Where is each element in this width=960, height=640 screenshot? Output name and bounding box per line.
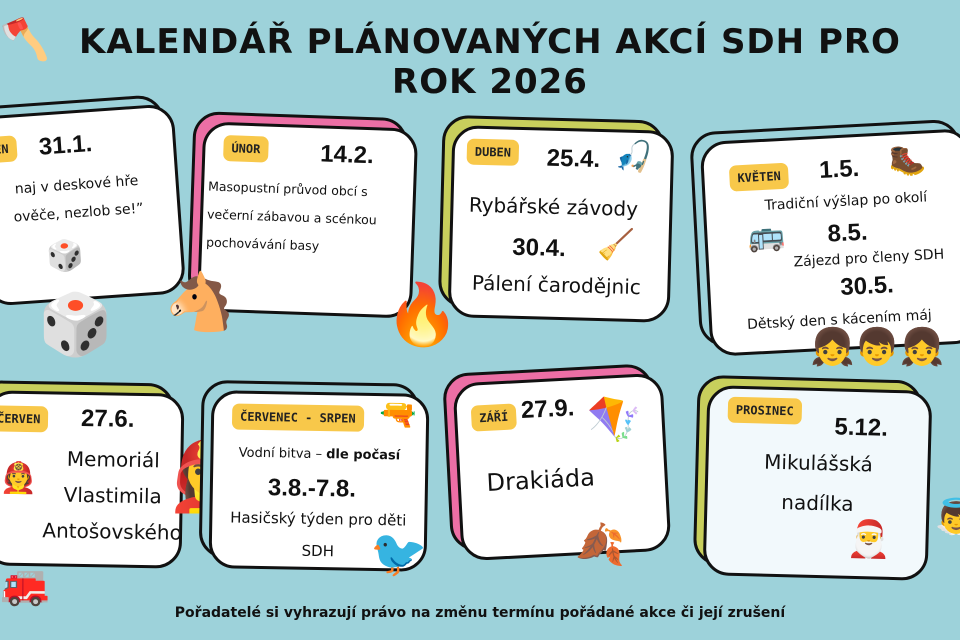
card-kveten: KVĚTEN 1.5. 🥾 Tradiční výšlap po okolí 🚌…: [689, 118, 960, 357]
event-note: dle počasí: [326, 447, 401, 464]
event-date: 5.12.: [834, 413, 889, 442]
event-text: nadílka: [781, 490, 854, 516]
witch-icon: 🧹: [597, 226, 636, 263]
event-date: 25.4.: [546, 144, 601, 173]
autumn-leaves-icon: 🍂: [575, 522, 625, 568]
footer-disclaimer: Pořadatelé si vyhrazují právo na změnu t…: [174, 605, 786, 621]
bus-icon: 🚌: [746, 217, 786, 255]
fisherman-icon: 🎣: [614, 139, 653, 176]
month-tag: PROSINEC: [727, 396, 803, 425]
kite-icon: 🪁: [586, 392, 644, 447]
hiking-icon: 🥾: [887, 142, 928, 180]
sdh-emblem-icon: 🪓: [0, 17, 50, 63]
event-date: 1.5.: [818, 154, 860, 184]
card-body: DEN 31.1. naj v deskové hře ověče, nezlob…: [0, 103, 187, 307]
firefighter-mascot-icon: 🐦: [370, 526, 428, 580]
page-title: KALENDÁŘ PLÁNOVANÝCH AKCÍ SDH PRO ROK 20…: [40, 22, 940, 102]
card-body: ČERVEN 27.6. Memoriál Vlastimila Antošovsk…: [0, 390, 185, 569]
event-text: Antošovského: [42, 518, 183, 545]
month-tag: ČERVEN: [0, 405, 49, 433]
water-gun-icon: 🔫: [378, 397, 417, 433]
event-date: 30.4.: [512, 233, 567, 263]
event-date: 31.1.: [37, 130, 94, 161]
title-line-1: KALENDÁŘ PLÁNOVANÝCH AKCÍ SDH PRO: [79, 22, 901, 62]
board-game-icon: 🎲: [45, 237, 86, 276]
month-tag: DEN: [0, 135, 18, 164]
angel-icon: 👼: [935, 497, 960, 537]
month-tag: ZÁŘÍ: [470, 403, 517, 432]
dice-icon: 🎲: [38, 290, 113, 360]
card-body: DUBEN 25.4. 🎣 Rybářské závody 30.4. 🧹 Pá…: [447, 125, 675, 323]
card-duben: DUBEN 25.4. 🎣 Rybářské závody 30.4. 🧹 Pá…: [437, 114, 675, 323]
card-zari: ZÁŘÍ 27.9. 🪁 Drakiáda: [441, 363, 672, 562]
fire-truck-icon: 🚒: [0, 562, 50, 608]
month-tag: KVĚTEN: [728, 162, 790, 192]
event-text: pochovávání basy: [205, 234, 320, 254]
firefighter-icon: 🧑‍🚒: [0, 460, 38, 497]
event-date: 3.8.-7.8.: [267, 474, 357, 503]
card-body: PROSINEC 5.12. Mikulášská nadílka 🎅: [702, 385, 933, 581]
card-prosinec: PROSINEC 5.12. Mikulášská nadílka 🎅: [692, 374, 933, 581]
event-date: 27.9.: [520, 394, 576, 425]
card-leden: DEN 31.1. naj v deskové hře ověče, nezlob…: [0, 93, 187, 307]
masopust-horse-icon: 🐴: [165, 270, 235, 335]
event-date: 14.2.: [319, 140, 375, 170]
event-text: Vlastimila: [63, 482, 163, 509]
title-line-2: ROK 2026: [392, 62, 588, 102]
month-tag: ČERVENEC - SRPEN: [231, 403, 364, 432]
event-text: Mikulášská: [763, 449, 874, 477]
event-text: Pálení čarodějnic: [471, 270, 642, 300]
card-body: ZÁŘÍ 27.9. 🪁 Drakiáda: [452, 372, 672, 562]
event-date: 27.6.: [80, 404, 135, 433]
event-text: Memoriál: [66, 446, 160, 473]
event-text: Rybářské závody: [468, 192, 639, 222]
month-tag: DUBEN: [466, 138, 520, 166]
month-tag: ÚNOR: [223, 135, 269, 163]
saint-nicholas-icon: 🎅: [846, 518, 892, 561]
event-text: Vodní bitva –: [238, 445, 327, 463]
card-body: KVĚTEN 1.5. 🥾 Tradiční výšlap po okolí 🚌…: [699, 128, 960, 357]
children-icon: 👧👦👧: [810, 327, 945, 368]
card-cerven: ČERVEN 27.6. Memoriál Vlastimila Antošovsk…: [0, 380, 185, 569]
event-text: Drakiáda: [485, 463, 596, 497]
event-date: 30.5.: [839, 271, 895, 302]
